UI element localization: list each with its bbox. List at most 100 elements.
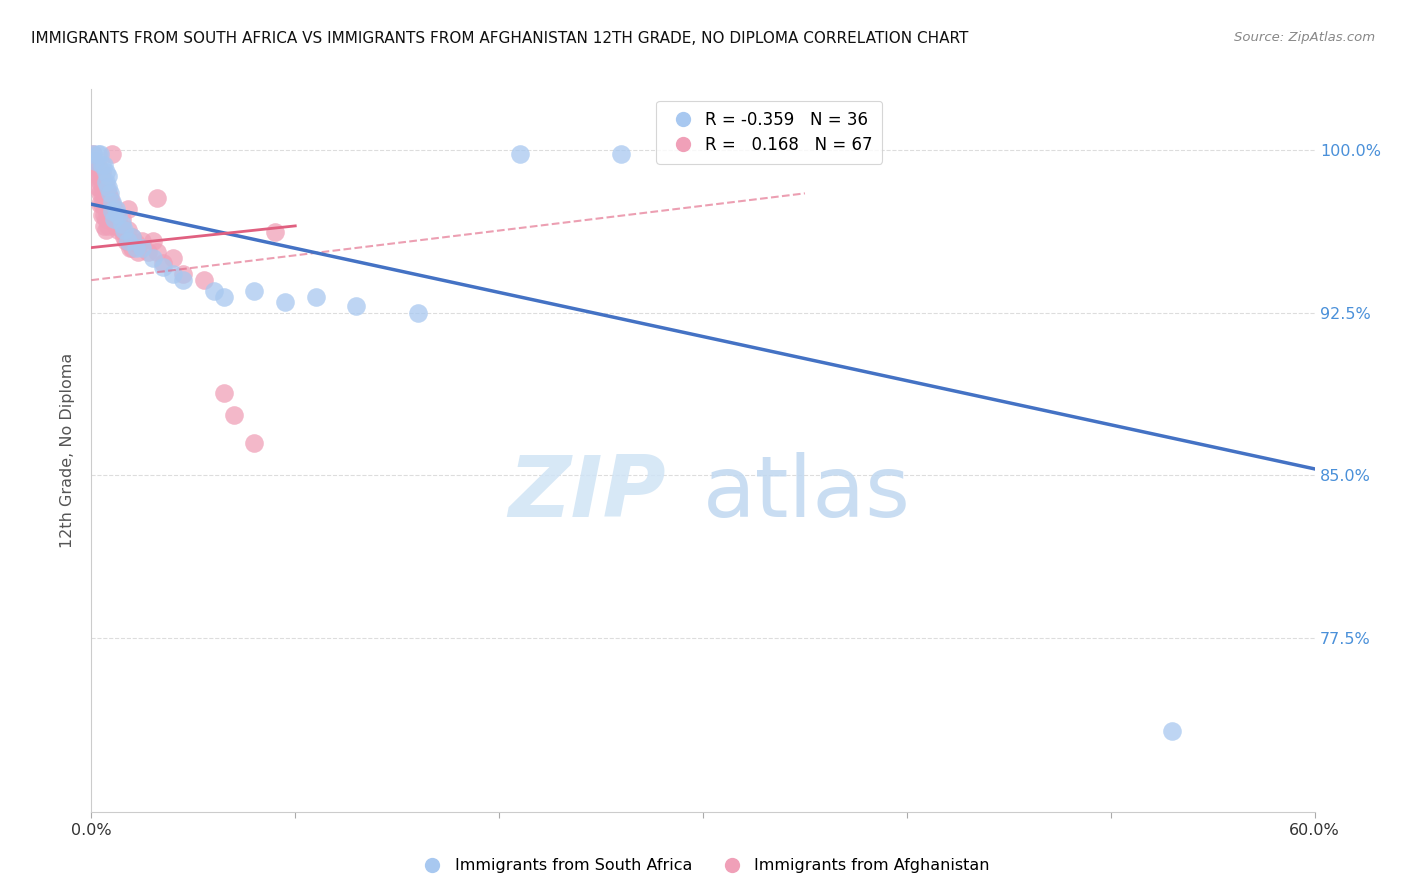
Point bbox=[94, 202, 117, 216]
Point bbox=[243, 435, 266, 450]
Point bbox=[104, 202, 127, 216]
Point bbox=[117, 234, 139, 248]
Point bbox=[152, 256, 174, 270]
Point bbox=[111, 212, 134, 227]
Point bbox=[86, 179, 108, 194]
Point bbox=[93, 176, 115, 190]
Point bbox=[121, 229, 143, 244]
Point bbox=[141, 234, 163, 248]
Point bbox=[145, 244, 167, 259]
Point bbox=[89, 176, 111, 190]
Point bbox=[94, 176, 117, 190]
Point bbox=[117, 234, 139, 248]
Point bbox=[89, 147, 111, 161]
Point bbox=[101, 194, 124, 209]
Point bbox=[84, 153, 107, 168]
Point bbox=[125, 236, 148, 251]
Point bbox=[98, 186, 121, 201]
Point bbox=[104, 219, 127, 233]
Point bbox=[93, 186, 115, 201]
Text: atlas: atlas bbox=[703, 452, 911, 535]
Point bbox=[121, 241, 143, 255]
Point bbox=[264, 226, 287, 240]
Point bbox=[94, 179, 117, 194]
Point bbox=[89, 164, 111, 178]
Point bbox=[97, 197, 120, 211]
Point bbox=[104, 208, 127, 222]
Point bbox=[125, 241, 148, 255]
Point bbox=[202, 284, 225, 298]
Point bbox=[97, 186, 120, 201]
Point bbox=[90, 197, 112, 211]
Point bbox=[172, 267, 194, 281]
Point bbox=[162, 252, 184, 266]
Point bbox=[1161, 724, 1184, 739]
Legend: R = -0.359   N = 36, R =   0.168   N = 67: R = -0.359 N = 36, R = 0.168 N = 67 bbox=[657, 101, 882, 164]
Point bbox=[82, 147, 104, 161]
Point bbox=[138, 244, 160, 259]
Point bbox=[193, 273, 215, 287]
Point bbox=[115, 234, 138, 248]
Point bbox=[406, 306, 429, 320]
Point bbox=[93, 219, 115, 233]
Point bbox=[107, 212, 129, 227]
Point bbox=[274, 294, 297, 309]
Point bbox=[162, 267, 184, 281]
Point bbox=[101, 147, 124, 161]
Point bbox=[120, 241, 142, 255]
Point bbox=[82, 147, 104, 161]
Point bbox=[212, 386, 235, 401]
Point bbox=[94, 164, 117, 178]
Point bbox=[97, 208, 120, 222]
Point bbox=[89, 186, 111, 201]
Point bbox=[141, 252, 163, 266]
Point bbox=[98, 212, 121, 227]
Point bbox=[111, 223, 134, 237]
Point bbox=[107, 208, 129, 222]
Point bbox=[103, 212, 125, 227]
Point bbox=[222, 408, 246, 422]
Point bbox=[131, 241, 153, 255]
Point bbox=[97, 219, 120, 233]
Point bbox=[172, 273, 194, 287]
Point bbox=[90, 186, 112, 201]
Point bbox=[121, 229, 143, 244]
Point bbox=[86, 169, 108, 183]
Point bbox=[97, 169, 120, 183]
Point bbox=[145, 191, 167, 205]
Point bbox=[93, 197, 115, 211]
Point bbox=[127, 244, 149, 259]
Point bbox=[90, 164, 112, 178]
Point bbox=[89, 197, 111, 211]
Point bbox=[101, 208, 124, 222]
Point bbox=[86, 147, 108, 161]
Point bbox=[152, 260, 174, 274]
Point bbox=[131, 234, 153, 248]
Point bbox=[212, 291, 235, 305]
Point bbox=[98, 191, 121, 205]
Point bbox=[98, 202, 121, 216]
Point bbox=[90, 176, 112, 190]
Legend: Immigrants from South Africa, Immigrants from Afghanistan: Immigrants from South Africa, Immigrants… bbox=[411, 852, 995, 880]
Point bbox=[84, 158, 107, 172]
Point bbox=[103, 212, 125, 227]
Point bbox=[108, 219, 131, 233]
Point bbox=[243, 284, 266, 298]
Point bbox=[610, 147, 633, 161]
Point bbox=[103, 202, 125, 216]
Point bbox=[101, 203, 124, 218]
Point bbox=[94, 223, 117, 237]
Point bbox=[112, 223, 135, 237]
Point bbox=[86, 158, 108, 172]
Y-axis label: 12th Grade, No Diploma: 12th Grade, No Diploma bbox=[60, 353, 76, 548]
Point bbox=[509, 147, 531, 161]
Point bbox=[84, 164, 107, 178]
Point bbox=[101, 197, 124, 211]
Point bbox=[90, 208, 112, 222]
Text: IMMIGRANTS FROM SOUTH AFRICA VS IMMIGRANTS FROM AFGHANISTAN 12TH GRADE, NO DIPLO: IMMIGRANTS FROM SOUTH AFRICA VS IMMIGRAN… bbox=[31, 31, 969, 46]
Text: Source: ZipAtlas.com: Source: ZipAtlas.com bbox=[1234, 31, 1375, 45]
Point bbox=[90, 158, 112, 172]
Point bbox=[117, 202, 139, 216]
Point bbox=[97, 179, 120, 194]
Point bbox=[111, 217, 134, 231]
